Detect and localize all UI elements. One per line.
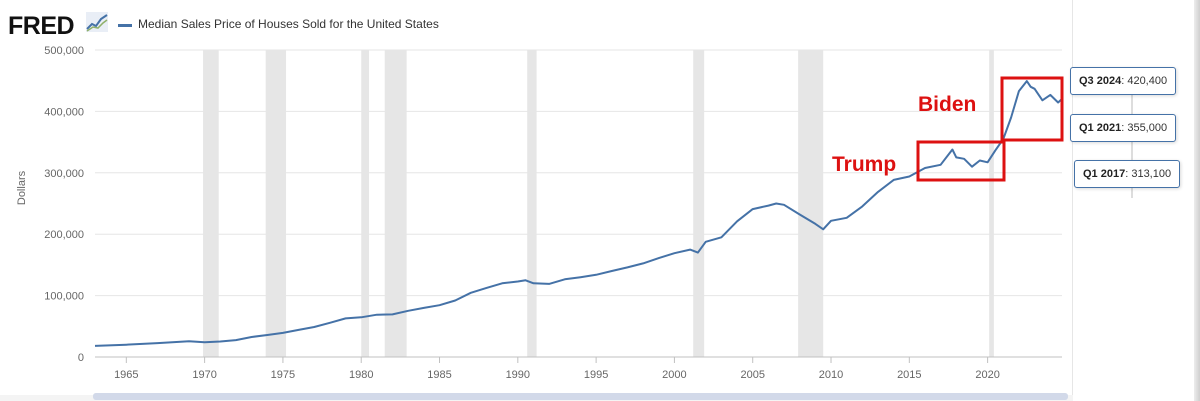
legend-swatch — [118, 24, 132, 27]
tooltip-q3-2024: Q3 2024: 420,400 — [1070, 67, 1177, 95]
x-tick-label: 1995 — [584, 369, 608, 381]
recession-band — [693, 50, 705, 357]
x-tick-label: 1965 — [114, 369, 138, 381]
x-tick-label: 1970 — [192, 369, 216, 381]
y-tick-label: 300,000 — [44, 168, 84, 180]
tooltip-value: 355,000 — [1127, 122, 1168, 134]
tooltip-q1-2017: Q1 2017: 313,100 — [1074, 160, 1181, 188]
y-tick-label: 0 — [78, 352, 84, 364]
x-tick-label: 2015 — [897, 369, 921, 381]
y-tick-label: 100,000 — [44, 291, 84, 303]
recession-band — [361, 50, 370, 357]
right-strip — [1073, 0, 1200, 401]
x-tick-label: 2020 — [975, 369, 999, 381]
y-tick-label: 400,000 — [44, 106, 84, 118]
x-tick-label: 1980 — [349, 369, 373, 381]
window-edge — [1194, 0, 1200, 401]
fred-chart-icon — [86, 12, 108, 32]
tooltip-date: Q1 2017 — [1083, 168, 1126, 180]
x-tick-label: 2005 — [740, 369, 764, 381]
biden-highlight-box — [1000, 76, 1064, 142]
recession-band — [203, 50, 219, 357]
y-tick-label: 200,000 — [44, 229, 84, 241]
recession-band — [265, 50, 287, 357]
x-tick-label: 1990 — [506, 369, 530, 381]
y-tick-label: 500,000 — [44, 45, 84, 57]
tooltip-value: 313,100 — [1131, 168, 1172, 180]
recession-band — [798, 50, 824, 357]
fred-logo[interactable]: FRED — [8, 12, 75, 40]
recession-band — [527, 50, 537, 357]
recession-band — [384, 50, 407, 357]
series-line[interactable] — [94, 80, 1063, 347]
trump-highlight-box — [916, 140, 1006, 182]
biden-annotation: Biden — [918, 93, 977, 116]
tooltip-value: 420,400 — [1127, 75, 1168, 87]
recession-band — [989, 50, 994, 357]
x-tick-label: 1975 — [271, 369, 295, 381]
x-tick-label: 2010 — [819, 369, 843, 381]
range-scrollbar[interactable] — [93, 393, 1068, 400]
x-tick-label: 1985 — [427, 369, 451, 381]
tooltip-q1-2021: Q1 2021: 355,000 — [1070, 114, 1177, 142]
legend-label[interactable]: Median Sales Price of Houses Sold for th… — [138, 17, 439, 31]
scrollbar-thumb[interactable] — [93, 393, 1068, 400]
trump-annotation: Trump — [832, 153, 897, 176]
tooltip-date: Q1 2021 — [1079, 122, 1122, 134]
x-tick-label: 2000 — [662, 369, 686, 381]
tooltip-date: Q3 2024 — [1079, 75, 1122, 87]
